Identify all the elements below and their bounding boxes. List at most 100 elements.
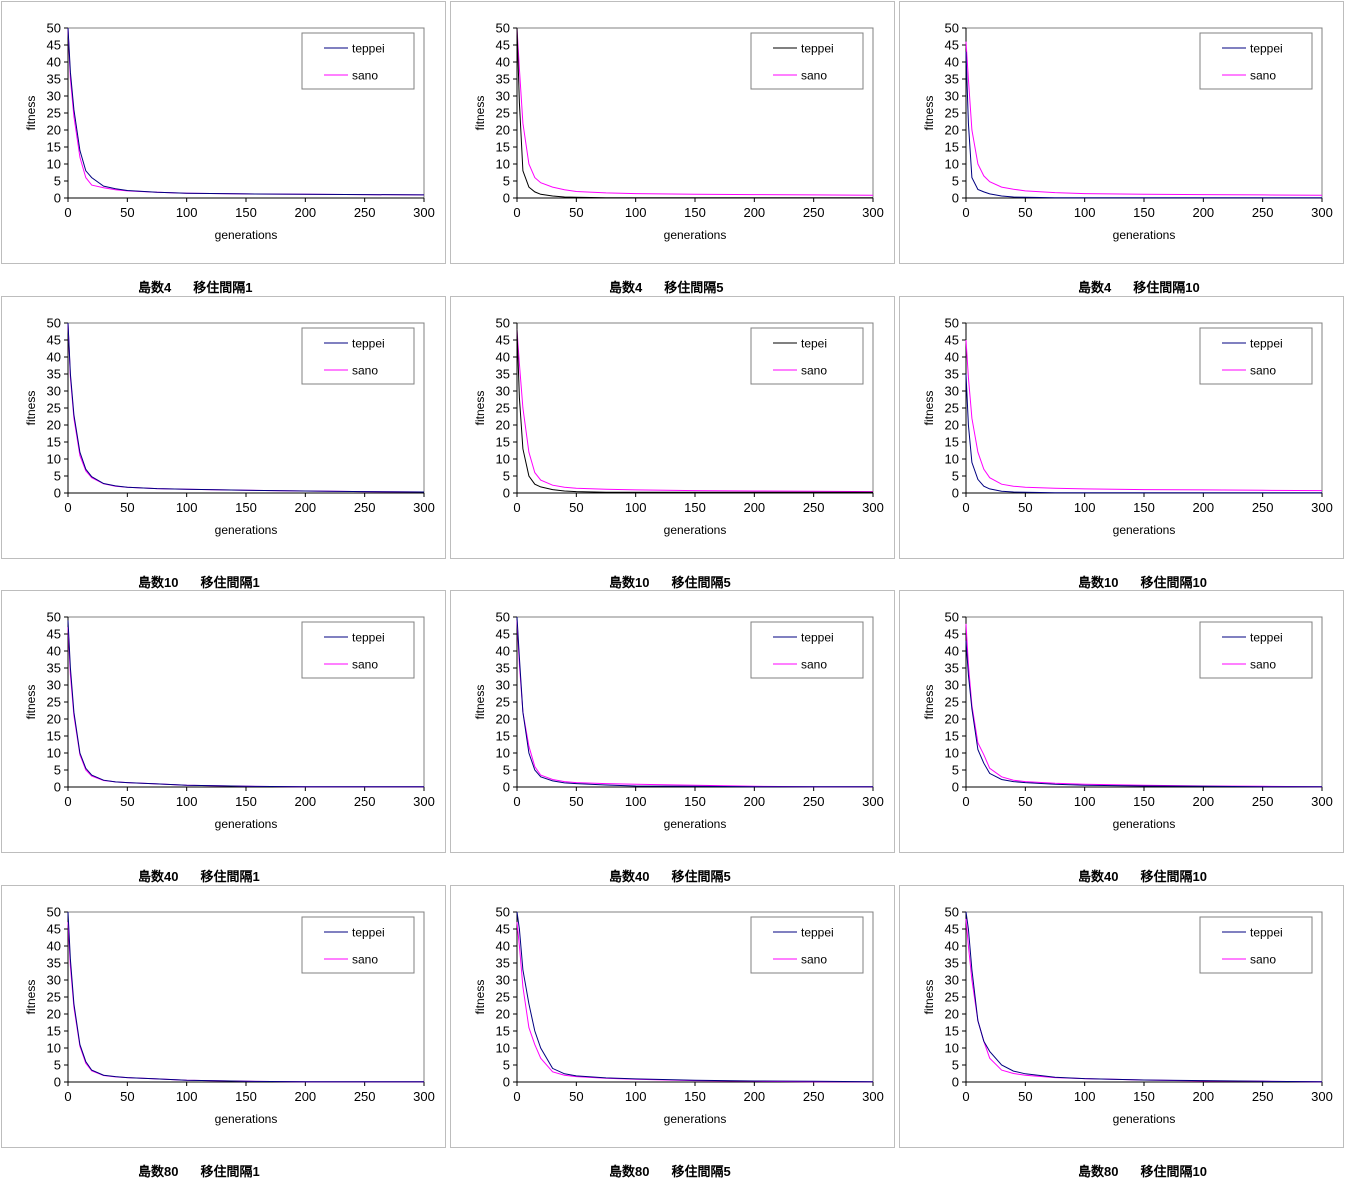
y-tick-label: 0 bbox=[503, 780, 510, 795]
x-axis-label: generations bbox=[664, 1112, 727, 1126]
x-tick-label: 150 bbox=[684, 500, 706, 515]
chart-caption: 島数4 移住間隔10 bbox=[1078, 277, 1200, 296]
y-tick-label: 30 bbox=[496, 89, 510, 104]
legend-box bbox=[750, 32, 864, 90]
legend-box bbox=[750, 916, 864, 974]
chart-frame: 0 5 10 15 20 25 30 35 40 45 50 0 50 100 150 200 250 300 ge… bbox=[450, 885, 895, 1148]
y-tick-label: 10 bbox=[496, 746, 510, 761]
chart-panel: 0 5 10 15 20 25 30 35 40 45 50 0 50 100 150 200 250 300 ge… bbox=[898, 0, 1346, 296]
legend-label: sano bbox=[1250, 658, 1276, 672]
x-tick-label: 150 bbox=[235, 794, 257, 809]
legend-label: teppei bbox=[801, 631, 834, 645]
series-line-teppei bbox=[965, 911, 1323, 1083]
chart-svg: 0 5 10 15 20 25 30 35 40 45 50 0 50 100 150 200 250 300 ge… bbox=[24, 610, 435, 832]
y-tick-label: 35 bbox=[496, 367, 510, 382]
y-tick-label: 25 bbox=[496, 401, 510, 416]
y-tick-label: 5 bbox=[54, 1058, 61, 1073]
y-tick-label: 5 bbox=[503, 763, 510, 778]
y-tick-label: 25 bbox=[496, 106, 510, 121]
x-tick-label: 150 bbox=[1133, 1089, 1155, 1104]
x-tick-label: 300 bbox=[862, 794, 884, 809]
y-tick-label: 45 bbox=[47, 38, 61, 53]
y-tick-label: 10 bbox=[496, 157, 510, 172]
y-tick-label: 30 bbox=[945, 384, 959, 399]
y-tick-label: 15 bbox=[496, 140, 510, 155]
series-line-teppei bbox=[965, 640, 1322, 788]
y-tick-label: 25 bbox=[47, 106, 61, 121]
y-tick-label: 15 bbox=[47, 140, 61, 155]
y-tick-label: 45 bbox=[945, 627, 959, 642]
x-tick-label: 250 bbox=[1252, 205, 1274, 220]
y-tick-label: 15 bbox=[945, 435, 959, 450]
x-tick-label: 50 bbox=[1018, 1089, 1032, 1104]
y-tick-label: 5 bbox=[952, 174, 959, 189]
y-tick-label: 25 bbox=[945, 106, 959, 121]
x-tick-label: 150 bbox=[235, 205, 257, 220]
x-tick-label: 150 bbox=[1133, 500, 1155, 515]
y-tick-label: 5 bbox=[503, 469, 510, 484]
y-axis-label: fitness bbox=[922, 96, 936, 131]
y-tick-label: 50 bbox=[945, 610, 959, 625]
y-tick-label: 25 bbox=[945, 695, 959, 710]
series-line-teppei bbox=[516, 27, 873, 199]
y-tick-label: 30 bbox=[945, 973, 959, 988]
chart-caption: 島数10 移住間隔5 bbox=[609, 572, 731, 591]
x-axis-label: generations bbox=[1113, 228, 1176, 242]
x-tick-label: 0 bbox=[513, 794, 520, 809]
chart-caption: 島数4 移住間隔1 bbox=[138, 277, 252, 296]
y-tick-label: 20 bbox=[945, 418, 959, 433]
y-tick-label: 50 bbox=[945, 905, 959, 920]
y-tick-label: 30 bbox=[496, 973, 510, 988]
y-tick-label: 15 bbox=[47, 435, 61, 450]
y-tick-label: 0 bbox=[952, 191, 959, 206]
x-tick-label: 100 bbox=[625, 205, 647, 220]
chart-caption: 島数40 移住間隔10 bbox=[1078, 866, 1207, 885]
y-tick-label: 15 bbox=[496, 1024, 510, 1039]
caption-islands: 島数40 bbox=[1078, 869, 1119, 884]
y-tick-label: 0 bbox=[952, 780, 959, 795]
x-tick-label: 200 bbox=[1192, 1089, 1214, 1104]
x-tick-label: 150 bbox=[1133, 205, 1155, 220]
y-tick-label: 15 bbox=[945, 729, 959, 744]
chart-frame: 0 5 10 15 20 25 30 35 40 45 50 0 50 100 150 200 250 300 ge… bbox=[450, 590, 895, 853]
x-tick-label: 0 bbox=[513, 205, 520, 220]
y-tick-label: 5 bbox=[952, 469, 959, 484]
y-tick-label: 45 bbox=[496, 38, 510, 53]
x-axis-label: generations bbox=[664, 817, 727, 831]
legend-box bbox=[750, 621, 864, 679]
x-tick-label: 200 bbox=[1192, 205, 1214, 220]
x-tick-label: 200 bbox=[743, 205, 765, 220]
y-tick-label: 35 bbox=[496, 956, 510, 971]
y-tick-label: 15 bbox=[47, 1024, 61, 1039]
y-tick-label: 50 bbox=[496, 905, 510, 920]
x-tick-label: 300 bbox=[413, 205, 435, 220]
x-tick-label: 300 bbox=[1311, 500, 1333, 515]
y-tick-label: 45 bbox=[47, 627, 61, 642]
series-line-teppei bbox=[516, 616, 873, 788]
chart-svg: 0 5 10 15 20 25 30 35 40 45 50 0 50 100 150 200 250 300 ge… bbox=[24, 905, 435, 1127]
y-tick-label: 35 bbox=[47, 72, 61, 87]
y-tick-label: 40 bbox=[945, 350, 959, 365]
y-tick-label: 50 bbox=[47, 21, 61, 36]
caption-interval: 移住間隔1 bbox=[200, 869, 260, 884]
y-tick-label: 40 bbox=[496, 55, 510, 70]
caption-interval: 移住間隔10 bbox=[1140, 1164, 1207, 1179]
series-line-teppei bbox=[965, 373, 1322, 494]
x-tick-label: 200 bbox=[743, 794, 765, 809]
y-tick-label: 50 bbox=[47, 905, 61, 920]
chart-panel: 0 5 10 15 20 25 30 35 40 45 50 0 50 100 150 200 250 300 ge… bbox=[0, 295, 448, 590]
y-tick-label: 0 bbox=[503, 1075, 510, 1090]
legend-label: teppei bbox=[801, 42, 834, 56]
caption-islands: 島数10 bbox=[1078, 575, 1119, 590]
chart-frame: 0 5 10 15 20 25 30 35 40 45 50 0 50 100 150 200 250 300 ge… bbox=[1, 885, 446, 1148]
chart-frame: 0 5 10 15 20 25 30 35 40 45 50 0 50 100 150 200 250 300 ge… bbox=[899, 885, 1344, 1148]
caption-interval: 移住間隔1 bbox=[193, 280, 253, 295]
y-tick-label: 0 bbox=[54, 191, 61, 206]
x-tick-label: 300 bbox=[862, 1089, 884, 1104]
y-tick-label: 50 bbox=[47, 316, 61, 331]
x-tick-label: 300 bbox=[413, 794, 435, 809]
y-tick-label: 20 bbox=[47, 712, 61, 727]
legend-label: sano bbox=[801, 364, 827, 378]
y-tick-label: 35 bbox=[47, 661, 61, 676]
